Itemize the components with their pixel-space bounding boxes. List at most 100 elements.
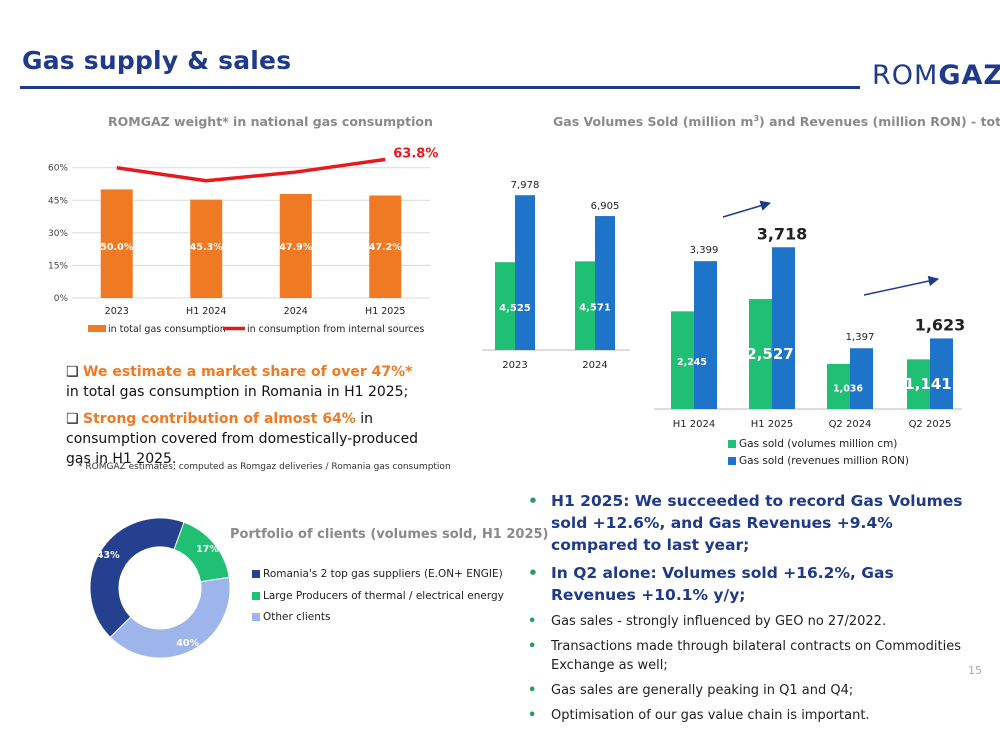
bar-data-label: 3,718 [757,224,808,243]
donut-data-label: 17% [196,544,219,555]
footnote: * ROMGAZ estimates; computed as Romgaz d… [78,462,451,472]
legend-label: Gas sold (revenues million RON) [739,455,909,467]
growth-arrow-icon [722,200,772,218]
donut-slice [89,517,185,638]
legend-top-suppliers: Romania's 2 top gas suppliers (E.ON+ ENG… [252,568,503,580]
legend-label: Romania's 2 top gas suppliers (E.ON+ ENG… [263,568,503,580]
legend-revenues: Gas sold (revenues million RON) [728,455,909,467]
bar [495,262,515,350]
x-tick-label: H1 2024 [673,419,716,430]
market-share-text: in total gas consumption in Romania in H… [66,384,409,400]
bar [850,348,873,409]
clients-chart-title: Portfolio of clients (volumes sold, H1 2… [230,527,549,542]
y-tick-label: 15% [48,261,68,271]
bar [515,195,535,350]
list-item: • Gas sales - strongly influenced by GEO … [528,612,974,631]
list-item: • H1 2025: We succeeded to record Gas Vol… [528,490,974,556]
legend-label: in total gas consumption [108,324,226,335]
bullet-dot-icon: • [528,492,538,510]
bar-data-label: 2,245 [677,357,707,368]
list-item-text: Gas sales are generally peaking in Q1 an… [551,683,854,698]
logo-prefix: ROM [872,60,939,91]
list-item: • In Q2 alone: Volumes sold +16.2%, Gas R… [528,562,974,606]
bar-data-label: 2,527 [746,345,793,363]
bar-data-label: 1,397 [846,332,875,343]
volumes-chart-title: Gas Volumes Sold (million m3) and Revenu… [553,114,1000,129]
x-tick-label: 2023 [105,306,129,317]
volumes-title-sup: 3 [753,114,760,123]
volumes-chart: 4,525 7,978 2023 4,571 6,905 2024 2,245 3,399 H1… [482,180,965,430]
x-tick-label: 2024 [582,360,607,371]
domestic-contribution-bullet: ❑ Strong contribution of almost 64% in c… [66,409,426,469]
growth-arrow-icon [863,275,940,296]
x-tick-label: 2024 [284,306,308,317]
x-tick-label: Q2 2024 [829,419,872,430]
legend-other-clients: Other clients [252,611,330,623]
legend-label: Other clients [263,611,331,623]
bullet-dot-icon: • [528,639,537,654]
y-tick-label: 0% [54,294,69,304]
bar [907,359,930,409]
bullet-dot-icon: • [528,614,537,629]
line-series [116,157,386,183]
bar [595,216,615,350]
bar-data-label: 6,905 [591,201,620,212]
y-tick-label: 30% [48,229,68,239]
x-tick-label: H1 2024 [186,306,226,317]
bar-data-label: 4,571 [579,303,611,314]
bullet-dot-icon: • [528,683,537,698]
bullet-dot-icon: • [528,708,537,723]
donut-data-label: 40% [176,638,199,649]
bar [369,195,402,298]
page-number: 15 [968,664,982,677]
weight-chart: 0% 15% 30% 45% 60% 50.0% 2023 45.3% H1 2024 47.9%… [48,146,438,335]
legend-swatch [728,440,736,448]
bullet-dot-icon: • [528,564,538,582]
list-item-text: Optimisation of our gas value chain is i… [551,708,870,723]
bar [772,247,795,409]
list-item-text: Transactions made through bilateral cont… [551,639,961,673]
legend-swatch [252,570,260,578]
square-bullet-icon: ❑ [66,411,79,427]
y-tick-label: 60% [48,164,68,174]
x-tick-label: H1 2025 [751,419,794,430]
x-tick-label: Q2 2025 [909,419,952,430]
bar [190,199,223,298]
page-title: Gas supply & sales [22,46,292,75]
highlights-list: • H1 2025: We succeeded to record Gas Vol… [528,490,974,731]
bar-data-label: 7,978 [511,180,540,191]
bar-data-label: 3,399 [690,245,719,256]
legend-volumes: Gas sold (volumes million cm) [728,438,897,450]
y-tick-label: 45% [48,196,68,206]
volumes-title-main: Gas Volumes Sold (million m [553,114,754,130]
logo-suffix: GAZ [938,60,1000,91]
domestic-contribution-text: in consumption covered from domestically… [66,411,419,467]
market-share-highlight: We estimate a market share of over 47%* [83,364,413,380]
romgaz-logo: ROMGAZ [872,60,1000,91]
bar-data-label: 1,036 [833,383,863,394]
market-share-bullet: ❑ We estimate a market share of over 47%… [66,362,426,402]
bar-data-label: 47.2% [369,242,402,253]
legend-label: Large Producers of thermal / electrical … [263,590,504,602]
donut-data-label: 43% [97,550,120,561]
clients-donut-chart: 43% 17% 40% [89,517,231,659]
bar-data-label: 45.3% [190,242,223,253]
x-tick-label: H1 2025 [365,306,405,317]
bar [671,311,694,409]
list-item: • Optimisation of our gas value chain is … [528,706,974,725]
legend-swatch [88,325,106,332]
donut-slice [109,576,231,659]
list-item-text: In Q2 alone: Volumes sold +16.2%, Gas Re… [551,564,894,604]
list-item-text: Gas sales - strongly influenced by GEO n… [551,614,887,629]
bar [827,363,850,409]
bar [100,189,133,298]
bar [279,193,312,298]
legend-large-producers: Large Producers of thermal / electrical … [252,590,504,602]
bar [930,338,953,409]
legend-swatch [252,613,260,621]
list-item-text: H1 2025: We succeeded to record Gas Volu… [551,492,963,554]
legend-swatch [252,592,260,600]
legend-label: in consumption from internal sources [247,324,424,335]
legend-label: Gas sold (volumes million cm) [739,438,898,450]
x-tick-label: 2023 [502,360,527,371]
